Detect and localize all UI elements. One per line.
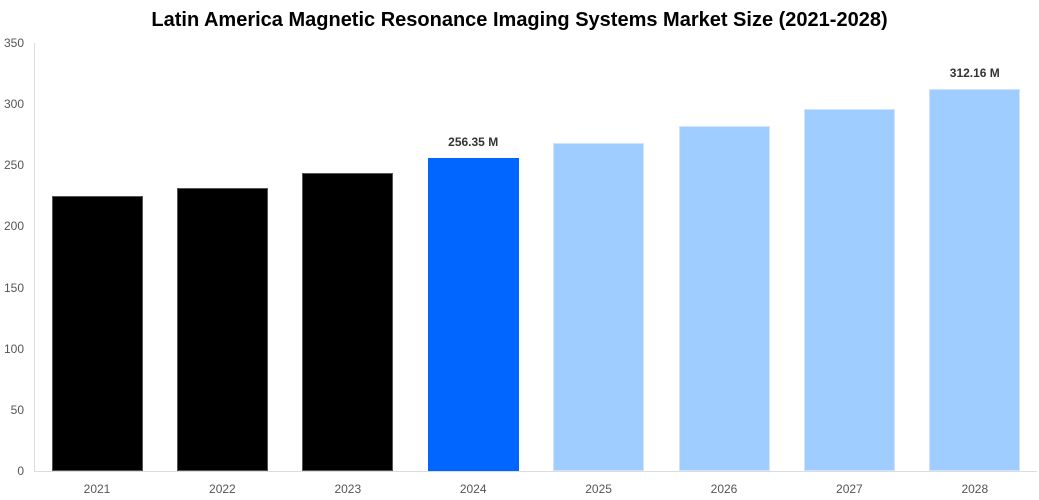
x-tick-label: 2028 (961, 482, 989, 496)
y-tick-label: 0 (17, 464, 24, 478)
y-tick-label: 350 (3, 36, 24, 50)
x-tick-label: 2024 (459, 482, 487, 496)
plot-area (34, 43, 1037, 471)
x-axis-line (34, 471, 1037, 472)
y-tick-label: 250 (3, 158, 24, 173)
x-tick-label: 2027 (836, 482, 863, 496)
bar-2027[interactable] (803, 108, 895, 471)
y-tick-label: 300 (3, 97, 24, 112)
x-tick-label: 2021 (83, 482, 111, 496)
y-axis-line (34, 43, 35, 471)
value-label: 256.35 M (448, 134, 499, 149)
y-tick-label: 100 (3, 341, 24, 356)
value-label: 312.16 M (949, 66, 1000, 81)
bar-2025[interactable] (553, 142, 645, 471)
y-tick-label: 150 (3, 280, 24, 295)
x-tick-label: 2025 (585, 482, 612, 496)
bar-2022[interactable] (176, 188, 268, 471)
x-tick-label: 2022 (209, 482, 236, 496)
bar-2028[interactable] (929, 89, 1021, 471)
bar-2023[interactable] (302, 173, 394, 471)
x-tick-label: 2026 (710, 482, 738, 496)
bar-2024[interactable] (427, 157, 519, 471)
y-tick-label: 50 (10, 402, 24, 417)
chart-title: Latin America Magnetic Resonance Imaging… (151, 9, 888, 31)
y-tick-label: 200 (3, 219, 24, 234)
bar-2021[interactable] (51, 195, 143, 471)
x-tick-label: 2023 (334, 482, 362, 496)
bar-2026[interactable] (678, 126, 770, 471)
